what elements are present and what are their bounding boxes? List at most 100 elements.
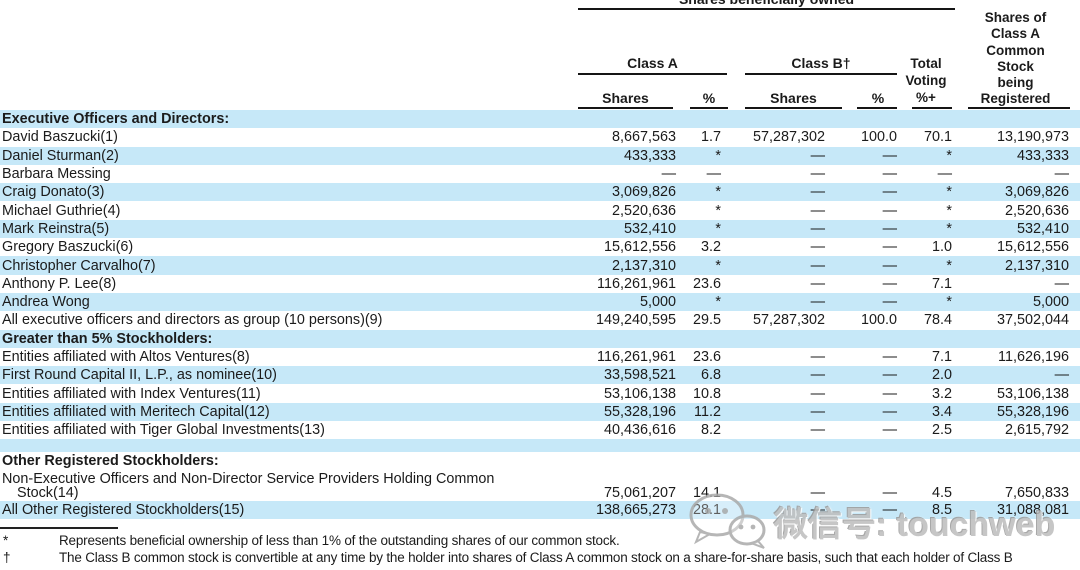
- table-row: David Baszucki(1) 8,667,563 1.7 57,287,3…: [0, 128, 1080, 146]
- row-label: Barbara Messing: [2, 166, 111, 183]
- cell-class-b-pct: —: [882, 484, 897, 501]
- cell-class-a-pct: *: [715, 202, 721, 219]
- row-label: First Round Capital II, L.P., as nominee…: [2, 367, 277, 384]
- row-label: Craig Donato(3): [2, 184, 105, 201]
- cell-class-b-pct: —: [882, 257, 897, 274]
- cell-class-b-shares: —: [810, 367, 825, 384]
- row-label: Mark Reinstra(5): [2, 220, 110, 237]
- cell-class-b-shares: —: [810, 349, 825, 365]
- cell-total-voting-pct: 7.1: [931, 275, 952, 292]
- cell-registered-shares: 433,333: [1016, 147, 1069, 164]
- cell-class-a-shares: 8,667,563: [611, 129, 676, 146]
- cell-class-b-shares: —: [810, 220, 825, 237]
- cell-registered-shares: —: [1054, 166, 1069, 183]
- row-label: Entities affiliated with Altos Ventures(…: [2, 349, 250, 365]
- cell-class-a-pct: 11.2: [694, 403, 721, 420]
- table-row: All Other Registered Stockholders(15) 13…: [0, 501, 1080, 520]
- table-row: Anthony P. Lee(8) 116,261,961 23.6 — — 7…: [0, 275, 1080, 293]
- cell-total-voting-pct: 8.5: [931, 502, 952, 519]
- table-row: Entities affiliated with Index Ventures(…: [0, 384, 1080, 402]
- cell-registered-shares: 53,106,138: [996, 385, 1069, 402]
- cell-class-a-pct: 10.8: [692, 385, 721, 402]
- cell-class-a-shares: 3,069,826: [611, 184, 676, 201]
- cell-registered-shares: 2,137,310: [1004, 257, 1069, 274]
- cell-class-a-pct: —: [706, 166, 721, 183]
- cell-class-a-shares: 2,520,636: [611, 202, 676, 219]
- column-header-class-b-shares: Shares: [770, 90, 817, 106]
- cell-class-b-shares: —: [810, 422, 825, 439]
- cell-class-b-shares: —: [810, 385, 825, 402]
- row-label: Gregory Baszucki(6): [2, 239, 134, 256]
- cell-class-b-pct: —: [882, 422, 897, 439]
- row-label: All executive officers and directors as …: [2, 312, 383, 329]
- cell-class-a-shares: 5,000: [639, 294, 676, 311]
- cell-total-voting-pct: 2.5: [931, 422, 952, 439]
- table-row: Entities affiliated with Altos Ventures(…: [0, 348, 1080, 366]
- cell-class-b-pct: —: [882, 294, 897, 311]
- cell-total-voting-pct: 2.0: [931, 367, 952, 384]
- cell-registered-shares: 13,190,973: [996, 129, 1069, 146]
- cell-total-voting-pct: *: [946, 294, 952, 311]
- cell-class-a-pct: *: [715, 220, 721, 237]
- cell-class-b-shares: —: [810, 184, 825, 201]
- table-row: Andrea Wong 5,000 * — — * 5,000: [0, 292, 1080, 312]
- cell-class-a-shares: 75,061,207: [603, 484, 676, 501]
- cell-class-a-shares: 40,436,616: [603, 422, 676, 439]
- cell-class-a-pct: *: [715, 184, 721, 201]
- column-header-class-a-shares: Shares: [602, 90, 649, 106]
- row-label: All Other Registered Stockholders(15): [2, 502, 245, 519]
- cell-total-voting-pct: 78.4: [923, 312, 952, 329]
- cell-class-b-pct: 100.0: [860, 129, 897, 146]
- row-label: Anthony P. Lee(8): [2, 275, 117, 292]
- cell-class-b-pct: —: [882, 385, 897, 402]
- cell-class-a-pct: 8.2: [700, 422, 721, 439]
- class-b-shares-underline: [745, 107, 842, 109]
- cell-registered-shares: 7,650,833: [1004, 484, 1069, 501]
- cell-class-a-shares: 116,261,961: [597, 275, 676, 292]
- cell-total-voting-pct: *: [946, 202, 952, 219]
- cell-class-b-pct: —: [882, 502, 897, 519]
- cell-class-a-shares: 149,240,595: [595, 312, 676, 329]
- cell-class-b-shares: —: [810, 502, 825, 519]
- cell-class-a-shares: 532,410: [623, 220, 676, 237]
- cell-class-a-pct: 23.6: [692, 275, 721, 292]
- cell-class-a-pct: *: [715, 294, 721, 311]
- class-b-pct-underline: [857, 107, 897, 109]
- row-label: Christopher Carvalho(7): [2, 257, 156, 274]
- cell-class-a-shares: 33,598,521: [603, 367, 676, 384]
- cell-class-b-shares: 57,287,302: [752, 312, 825, 329]
- cell-class-b-pct: —: [882, 349, 897, 365]
- table-row: Christopher Carvalho(7) 2,137,310 * — — …: [0, 256, 1080, 275]
- table-body: Executive Officers and Directors: David …: [0, 110, 1080, 520]
- cell-registered-shares: 2,520,636: [1004, 202, 1069, 219]
- cell-class-b-shares: —: [810, 147, 825, 164]
- cell-class-b-pct: 100.0: [860, 312, 897, 329]
- row-label: Entities affiliated with Tiger Global In…: [2, 422, 325, 439]
- column-header-class-b-pct: %: [871, 90, 885, 106]
- cell-registered-shares: 31,088,081: [996, 502, 1069, 519]
- cell-class-a-pct: *: [715, 147, 721, 164]
- cell-class-b-shares: —: [810, 484, 825, 501]
- cell-class-a-pct: 6.8: [700, 367, 721, 384]
- cell-total-voting-pct: *: [946, 147, 952, 164]
- row-label: Entities affiliated with Meritech Capita…: [2, 403, 270, 420]
- cell-class-b-shares: —: [810, 403, 825, 420]
- cell-class-b-shares: 57,287,302: [752, 129, 825, 146]
- table-row: All executive officers and directors as …: [0, 311, 1080, 329]
- cell-total-voting-pct: 3.2: [931, 385, 952, 402]
- table-row: Michael Guthrie(4) 2,520,636 * — — * 2,5…: [0, 201, 1080, 219]
- cell-class-a-shares: 15,612,556: [603, 239, 676, 256]
- cell-class-b-shares: —: [810, 275, 825, 292]
- row-label: Non-Executive Officers and Non-Director …: [2, 470, 495, 487]
- cell-registered-shares: —: [1054, 367, 1069, 384]
- column-header-class-a: Class A: [627, 55, 678, 71]
- column-header-total-voting: Total Voting %+: [905, 56, 947, 105]
- cell-class-b-shares: —: [810, 239, 825, 256]
- row-label: Stock(14): [17, 484, 79, 501]
- table-row: Entities affiliated with Tiger Global In…: [0, 421, 1080, 439]
- footnote-separator: [0, 527, 118, 529]
- table-row: Greater than 5% Stockholders:: [0, 329, 1080, 348]
- cell-class-a-pct: 29.5: [692, 312, 721, 329]
- class-a-underline: [578, 73, 727, 75]
